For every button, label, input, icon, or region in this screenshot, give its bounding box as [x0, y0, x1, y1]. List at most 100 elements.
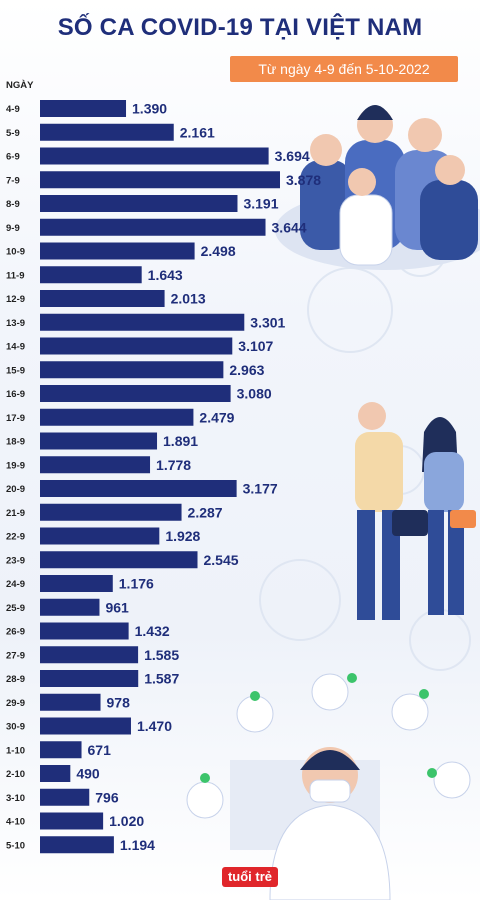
- bar: [40, 741, 82, 759]
- category-label: 4-10: [6, 817, 25, 828]
- value-label: 3.191: [243, 196, 278, 212]
- category-label: 3-10: [6, 793, 25, 804]
- bar: [40, 788, 90, 806]
- bar: [40, 646, 139, 664]
- category-label: 30-9: [6, 722, 25, 733]
- bar-series: 4-9 1.390 5-9 2.161 6-9 3.694 7-9 3.878 8-9 3.191…: [6, 100, 321, 854]
- value-label: 3.694: [275, 148, 310, 164]
- couple-illustration: [355, 402, 476, 620]
- value-label: 1.432: [135, 623, 170, 639]
- category-axis-label: NGÀY: [6, 80, 34, 91]
- value-label: 671: [88, 742, 112, 758]
- category-label: 11-9: [6, 270, 25, 281]
- category-label: 24-9: [6, 579, 25, 590]
- category-label: 5-10: [6, 840, 25, 851]
- bar: [40, 408, 194, 426]
- value-label: 3.080: [237, 386, 272, 402]
- value-label: 490: [76, 766, 100, 782]
- bar: [40, 313, 245, 331]
- value-label: 961: [105, 599, 129, 615]
- bar: [40, 432, 158, 450]
- doctor-illustration: [186, 673, 471, 900]
- bar: [40, 693, 101, 711]
- category-label: 20-9: [6, 484, 25, 495]
- value-label: 1.470: [137, 718, 172, 734]
- bar: [40, 527, 160, 545]
- bar: [40, 242, 195, 260]
- bar: [40, 812, 104, 830]
- value-label: 1.176: [119, 576, 154, 592]
- category-label: 22-9: [6, 532, 25, 543]
- value-label: 2.545: [204, 552, 239, 568]
- bar: [40, 598, 100, 616]
- bar: [40, 266, 142, 284]
- value-label: 2.161: [180, 124, 215, 140]
- category-label: 14-9: [6, 342, 25, 353]
- bar: [40, 765, 71, 782]
- category-label: 17-9: [6, 413, 25, 424]
- category-label: 16-9: [6, 389, 25, 400]
- category-label: 5-9: [6, 128, 20, 139]
- bar: [40, 361, 224, 379]
- value-label: 3.107: [238, 338, 273, 354]
- category-label: 6-9: [6, 152, 20, 163]
- category-label: 2-10: [6, 769, 25, 780]
- value-label: 3.301: [250, 314, 285, 330]
- category-label: 7-9: [6, 175, 20, 186]
- value-label: 2.963: [229, 362, 264, 378]
- category-label: 23-9: [6, 555, 25, 566]
- value-label: 2.498: [201, 243, 236, 259]
- bar: [40, 670, 139, 687]
- value-label: 2.479: [199, 409, 234, 425]
- value-label: 1.585: [144, 647, 179, 663]
- value-label: 1.194: [120, 837, 155, 853]
- value-label: 3.644: [272, 219, 307, 235]
- bar: [40, 456, 151, 474]
- category-label: 18-9: [6, 437, 25, 448]
- bar: [40, 503, 182, 521]
- bar: [40, 290, 165, 307]
- crowd-illustration: [275, 105, 480, 270]
- bar: [40, 337, 233, 355]
- bar: [40, 836, 114, 854]
- tuoitre-logo: tuổi trẻ: [222, 867, 278, 887]
- bar: [40, 717, 131, 735]
- category-label: 27-9: [6, 650, 25, 661]
- category-label: 10-9: [6, 247, 25, 258]
- category-label: 9-9: [6, 223, 20, 234]
- value-label: 1.643: [148, 267, 183, 283]
- value-label: 3.177: [243, 481, 278, 497]
- category-label: 21-9: [6, 508, 25, 519]
- category-label: 12-9: [6, 294, 25, 305]
- category-label: 25-9: [6, 603, 25, 614]
- value-label: 1.020: [109, 813, 144, 829]
- bar: [40, 622, 129, 640]
- category-label: 15-9: [6, 365, 25, 376]
- category-label: 19-9: [6, 460, 25, 471]
- category-label: 8-9: [6, 199, 20, 210]
- page-title: SỐ CA COVID-19 TẠI VIỆT NAM: [57, 14, 423, 41]
- category-label: 1-10: [6, 745, 25, 756]
- date-range-badge: Từ ngày 4-9 đến 5-10-2022: [230, 56, 458, 82]
- category-label: 13-9: [6, 318, 25, 329]
- bar: [40, 385, 231, 402]
- bar: [40, 147, 269, 165]
- value-label: 1.891: [163, 433, 198, 449]
- category-label: 4-9: [6, 104, 20, 115]
- bar: [40, 575, 113, 592]
- value-label: 1.390: [132, 101, 167, 117]
- bar: [40, 480, 237, 497]
- bar: [40, 195, 238, 212]
- value-label: 1.778: [156, 457, 191, 473]
- bar: [40, 123, 174, 141]
- bar: [40, 171, 280, 189]
- bar: [40, 551, 198, 569]
- value-label: 2.287: [188, 504, 223, 520]
- value-label: 796: [95, 789, 119, 805]
- category-label: 28-9: [6, 674, 25, 685]
- category-label: 29-9: [6, 698, 25, 709]
- value-label: 1.587: [144, 671, 179, 687]
